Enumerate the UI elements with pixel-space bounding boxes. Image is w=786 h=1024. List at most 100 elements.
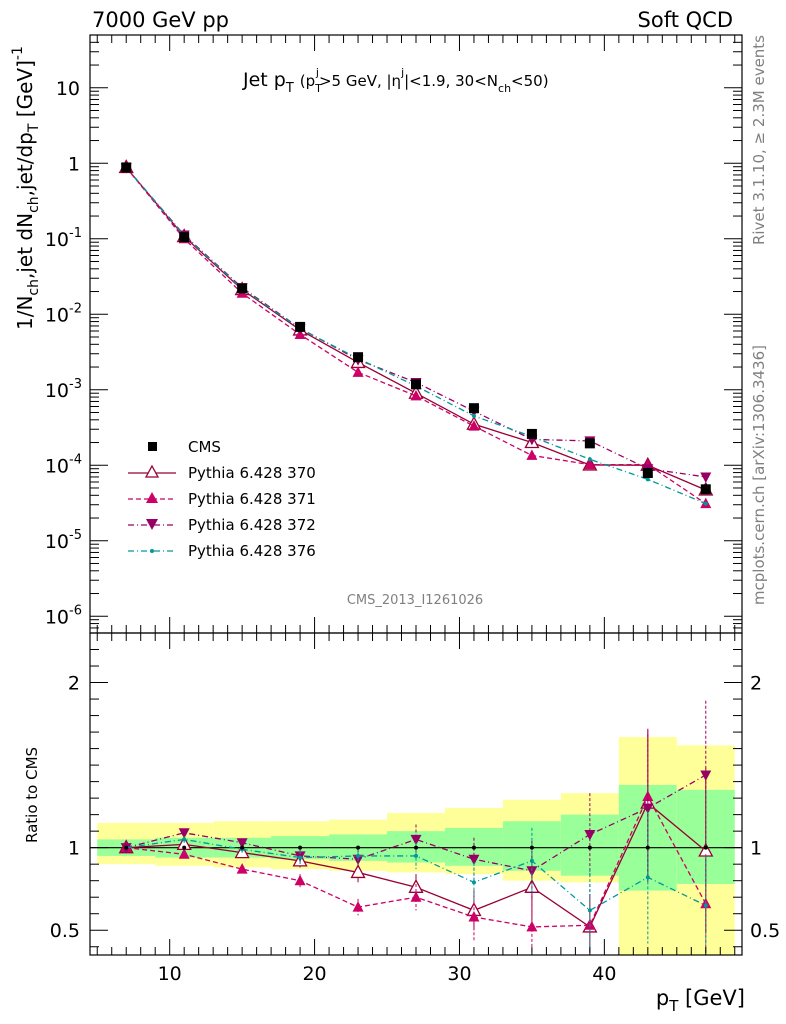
main-point-series-4-6 <box>471 413 476 418</box>
plot-title-cond-2: >5 GeV, |η <box>319 72 401 90</box>
main-point-series-0-2 <box>237 283 248 294</box>
legend-label-cms: CMS <box>188 438 221 456</box>
legend-label-pythia-371: Pythia 6.428 371 <box>188 490 316 508</box>
ratio-point-series-4-4 <box>356 853 361 858</box>
main-y-tick-label-7: 10 <box>56 78 80 100</box>
plot-title-cond-4: <50) <box>511 72 549 90</box>
ratio-point-series-0-1 <box>182 845 187 850</box>
main-point-series-2-8 <box>584 458 596 470</box>
y-label-p1-sub: ch <box>26 279 42 296</box>
ratio-point-series-0-6 <box>471 845 476 850</box>
main-line-series-3 <box>125 167 706 478</box>
ratio-point-series-0-0 <box>124 845 129 850</box>
main-line-series-2 <box>125 167 707 505</box>
main-point-series-0-6 <box>468 403 479 414</box>
x-tick-label-30: 30 <box>447 963 471 985</box>
main-point-series-2-4 <box>352 366 364 377</box>
ratio-point-series-2-6 <box>468 911 480 922</box>
legend-marker-pythia-370 <box>144 464 160 478</box>
ratio-point-series-3-1 <box>178 828 190 839</box>
ratio-point-series-2-4 <box>352 901 364 912</box>
series-layer <box>118 159 714 953</box>
main-point-series-0-10 <box>700 484 711 495</box>
plot-title-cond-3: |<1.9, 30<N <box>404 72 498 90</box>
ratio-y-tick-label-right-2: 2 <box>750 673 762 695</box>
x-tick-label-20: 20 <box>302 963 326 985</box>
main-point-series-2-5 <box>410 389 422 401</box>
x-tick-label-10: 10 <box>158 963 182 985</box>
main-point-series-0-8 <box>584 438 595 449</box>
header-energy-label: 7000 GeV pp <box>92 8 229 32</box>
ratio-point-series-4-3 <box>298 855 303 860</box>
legend-marker-pythia-371 <box>146 492 158 503</box>
main-point-series-0-0 <box>121 162 132 173</box>
ratio-point-series-0-3 <box>298 845 303 850</box>
plot-title-main: Jet p <box>242 69 286 91</box>
main-point-series-0-9 <box>642 467 653 478</box>
x-label-sub: T <box>668 997 679 1015</box>
ratio-point-series-0-2 <box>240 845 245 850</box>
ratio-point-series-3-2 <box>236 838 248 849</box>
main-y-tick-label-6: 1 <box>68 153 80 175</box>
y-label-p2-sub: ch <box>26 196 42 213</box>
main-point-series-0-7 <box>526 428 537 439</box>
x-label-unit: [GeV] <box>678 986 745 1010</box>
legend-label-pythia-370: Pythia 6.428 370 <box>188 464 316 482</box>
plot-title: Jet pT (pTj>5 GeV, |ηj|<1.9, 30<Nch<50) <box>242 66 549 96</box>
axes-layer: 10 20 30 40 10-6 10-5 10-4 10-3 10-2 10-1 1 10 0.5 0.… <box>45 34 780 985</box>
ratio-y-tick-label-right-0.5: 0.5 <box>750 920 780 942</box>
main-point-series-4-8 <box>587 457 592 462</box>
ratio-point-series-3-10 <box>700 770 712 782</box>
x-label-main: p <box>656 986 669 1010</box>
main-point-series-4-10 <box>703 501 708 506</box>
main-point-series-2-6 <box>468 420 480 431</box>
x-tick-label-40: 40 <box>592 963 616 985</box>
y-label-p4-sup: -1 <box>10 46 26 60</box>
x-axis-label: pT [GeV] <box>656 986 745 1015</box>
legend-entry-pythia-371: Pythia 6.428 371 <box>128 490 316 508</box>
ratio-point-series-0-4 <box>356 845 361 850</box>
main-point-series-0-3 <box>295 321 306 332</box>
ratio-point-series-4-9 <box>645 875 650 880</box>
analysis-id-label: CMS_2013_I1261026 <box>347 593 483 608</box>
legend-marker-pythia-372 <box>146 519 158 530</box>
main-point-series-3-10 <box>700 472 712 483</box>
ratio-point-series-4-5 <box>414 853 418 858</box>
main-y-tick-label-3: 10-3 <box>45 377 82 402</box>
legend-entry-pythia-372: Pythia 6.428 372 <box>128 516 316 534</box>
ratio-point-series-4-6 <box>471 880 476 885</box>
main-point-series-0-4 <box>353 352 364 363</box>
rivet-version-label: Rivet 3.1.10, ≥ 2.3M events <box>750 35 768 245</box>
plot-title-cond-1-sub: T <box>314 82 322 95</box>
ratio-point-series-3-6 <box>468 854 480 866</box>
main-y-tick-label-5: 10-1 <box>45 226 82 251</box>
legend-marker-cms <box>148 442 157 451</box>
ratio-point-series-4-7 <box>529 858 534 863</box>
ratio-point-series-3-5 <box>410 834 422 846</box>
ratio-y-tick-label-left-2: 2 <box>68 673 80 695</box>
legend-marker-pythia-376 <box>150 549 154 553</box>
ratio-y-tick-label-right-1: 1 <box>750 838 762 860</box>
ratio-point-series-2-2 <box>236 863 248 874</box>
plot-title-main-sub: T <box>285 81 294 96</box>
main-point-series-2-7 <box>526 449 538 460</box>
y-label-p3-sub: T <box>26 123 42 133</box>
ratio-y-axis-label: Ratio to CMS <box>23 747 41 843</box>
y-label-p1: 1/N <box>13 296 37 330</box>
legend-label-pythia-376: Pythia 6.428 376 <box>188 542 316 560</box>
ratio-point-series-3-8 <box>584 829 596 841</box>
main-point-series-0-1 <box>179 232 190 243</box>
main-point-series-0-5 <box>411 379 421 390</box>
y-label-p3: ,jet/dp <box>13 132 37 196</box>
ratio-point-series-4-8 <box>587 908 592 913</box>
ratio-point-series-2-3 <box>294 874 306 886</box>
ratio-line-series-3 <box>126 774 707 872</box>
ratio-point-series-0-7 <box>529 845 534 850</box>
ratio-point-series-3-7 <box>526 866 538 877</box>
series-2 <box>120 161 712 953</box>
legend-entry-pythia-376: Pythia 6.428 376 <box>128 542 316 560</box>
legend-entry-cms: CMS <box>148 438 221 456</box>
ratio-point-series-2-1 <box>178 848 190 859</box>
legend-entry-pythia-370: Pythia 6.428 370 <box>128 464 316 482</box>
plot-title-cond-3-sub: ch <box>498 82 511 95</box>
